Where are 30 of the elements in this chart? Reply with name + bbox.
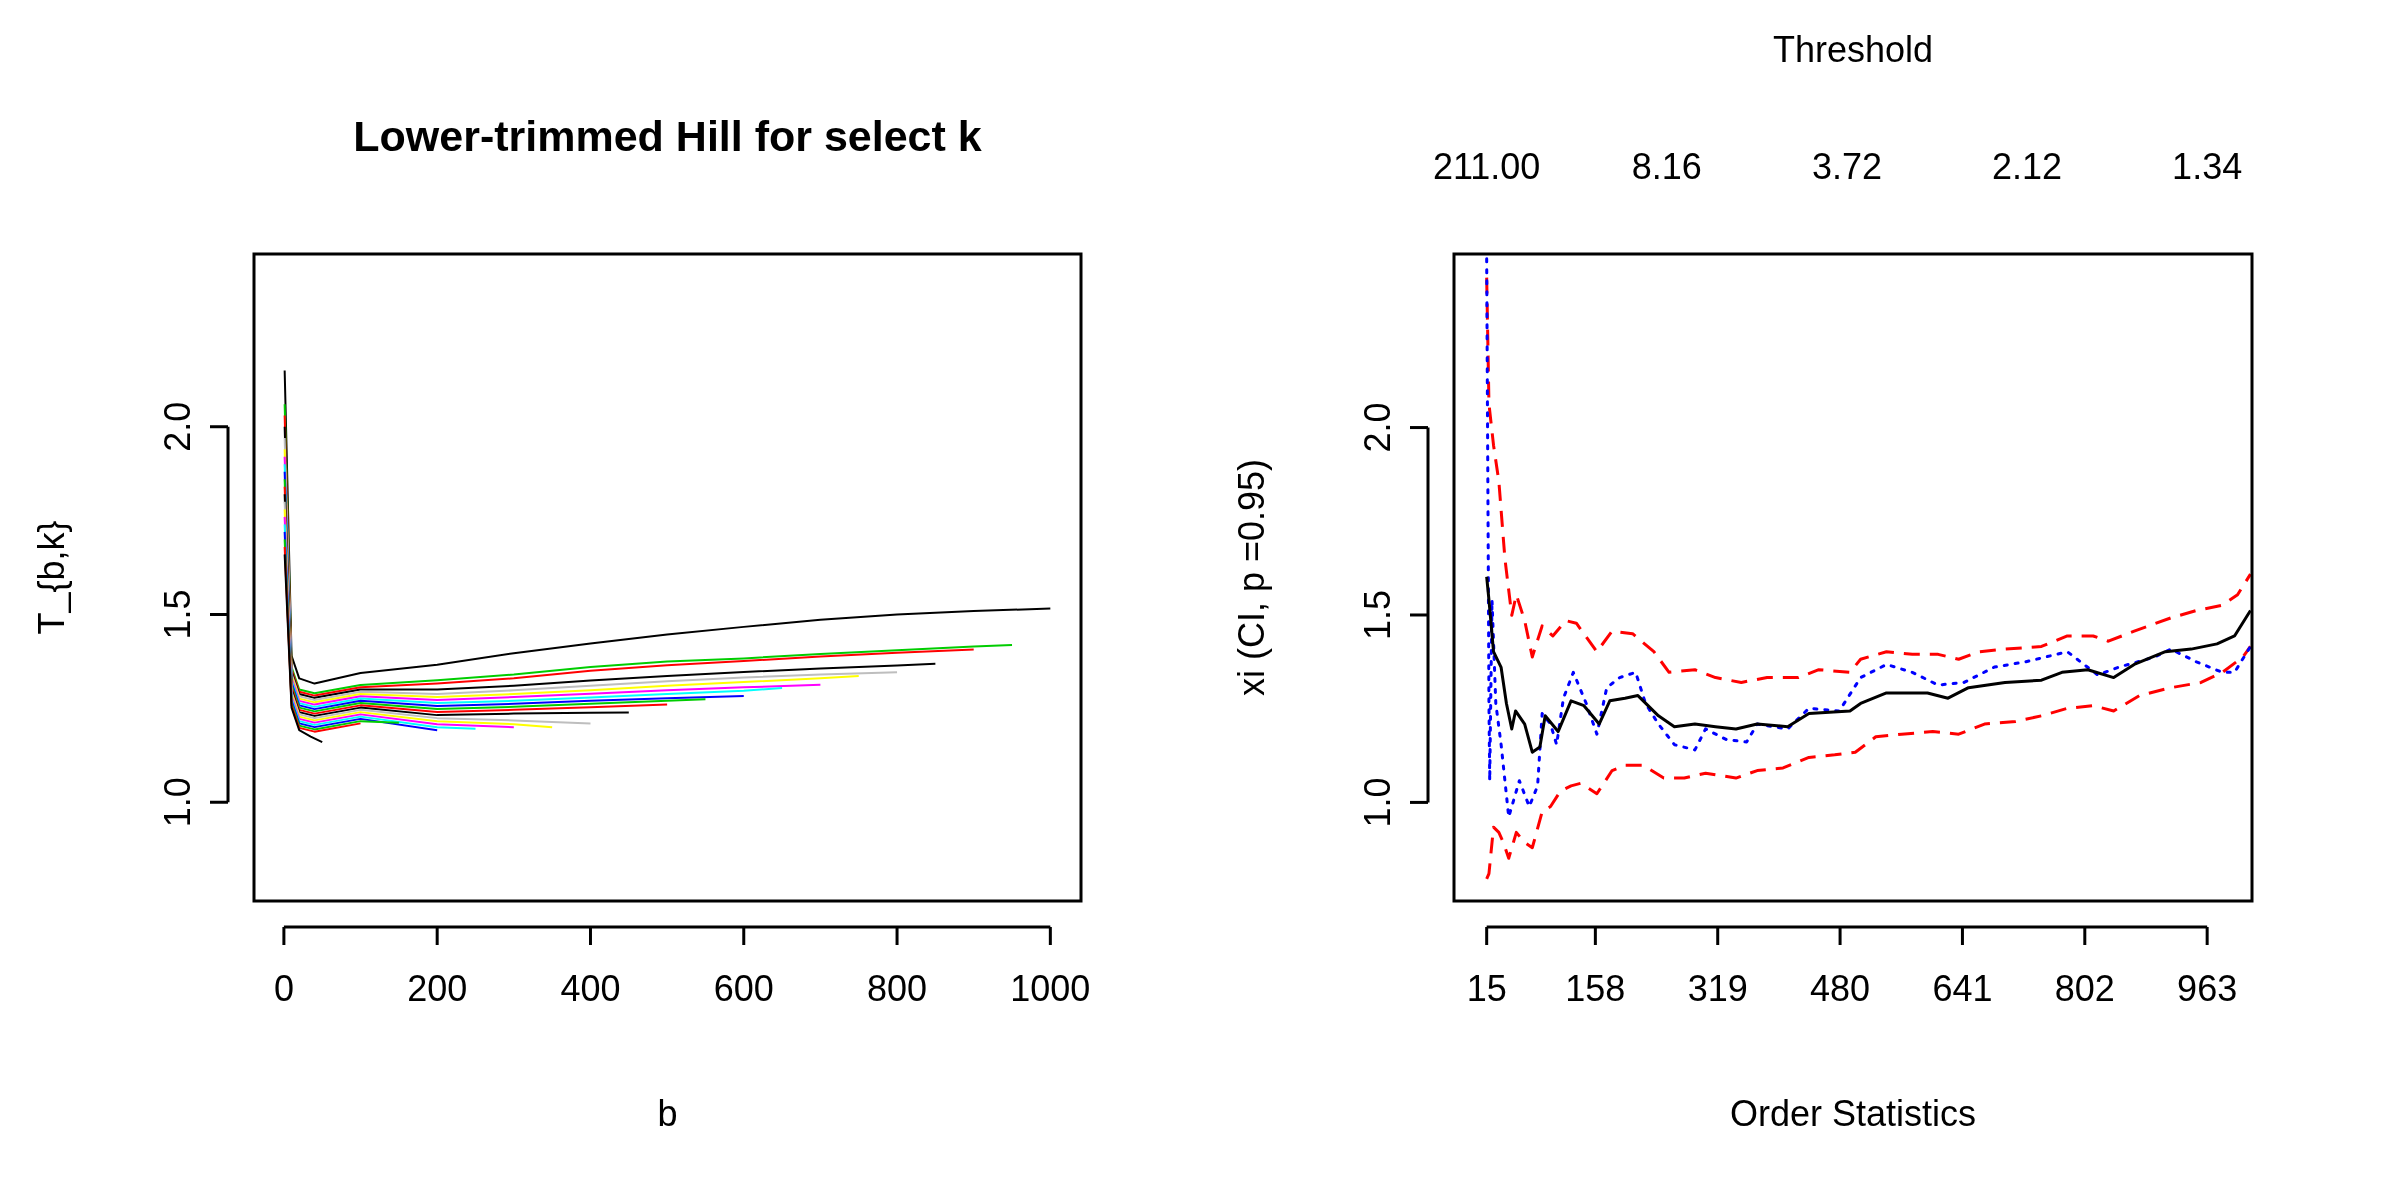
- text: 211.00: [1432, 146, 1541, 187]
- x-tick-label: 1000: [1010, 968, 1091, 1009]
- x-tick-label: 200: [407, 968, 468, 1009]
- x-tick-label: 800: [867, 968, 928, 1009]
- x-tick-label: 400: [560, 968, 621, 1009]
- x2-axis-title: Threshold: [1772, 29, 1934, 70]
- y-tick-label: 1.0: [1357, 777, 1398, 828]
- x-tick-label: 802: [2054, 968, 2115, 1009]
- x-tick-label: 963: [2177, 968, 2238, 1009]
- y-tick-label: 1.5: [1357, 589, 1398, 641]
- y-tick-label: 2.0: [1357, 402, 1398, 453]
- x-tick-label: 158: [1565, 968, 1626, 1009]
- y-tick-label: 1.5: [157, 589, 198, 640]
- x-tick-label: 600: [713, 968, 774, 1009]
- chart-title: Lower-trimmed Hill for select k: [353, 112, 982, 160]
- x-axis-title: b: [657, 1093, 678, 1134]
- y-tick-label: 1.0: [157, 777, 198, 828]
- y-axis-title: xi (CI, p =0.95): [1231, 458, 1272, 697]
- text: 1.34: [2172, 146, 2243, 187]
- x-tick-label: 480: [1810, 968, 1871, 1009]
- y-tick-label: 2.0: [157, 401, 198, 452]
- x-axis-title: Order Statistics: [1729, 1093, 1977, 1134]
- text: 8.16: [1631, 146, 1702, 187]
- x-tick-label: 641: [1932, 968, 1993, 1009]
- text: 2.12: [1992, 146, 2063, 187]
- y-axis-title: T_{b,k}: [31, 520, 72, 635]
- x-tick-label: 15: [1466, 968, 1507, 1009]
- x-tick-label: 319: [1687, 968, 1748, 1009]
- x-tick-label: 0: [273, 968, 294, 1009]
- text: 3.72: [1811, 146, 1882, 187]
